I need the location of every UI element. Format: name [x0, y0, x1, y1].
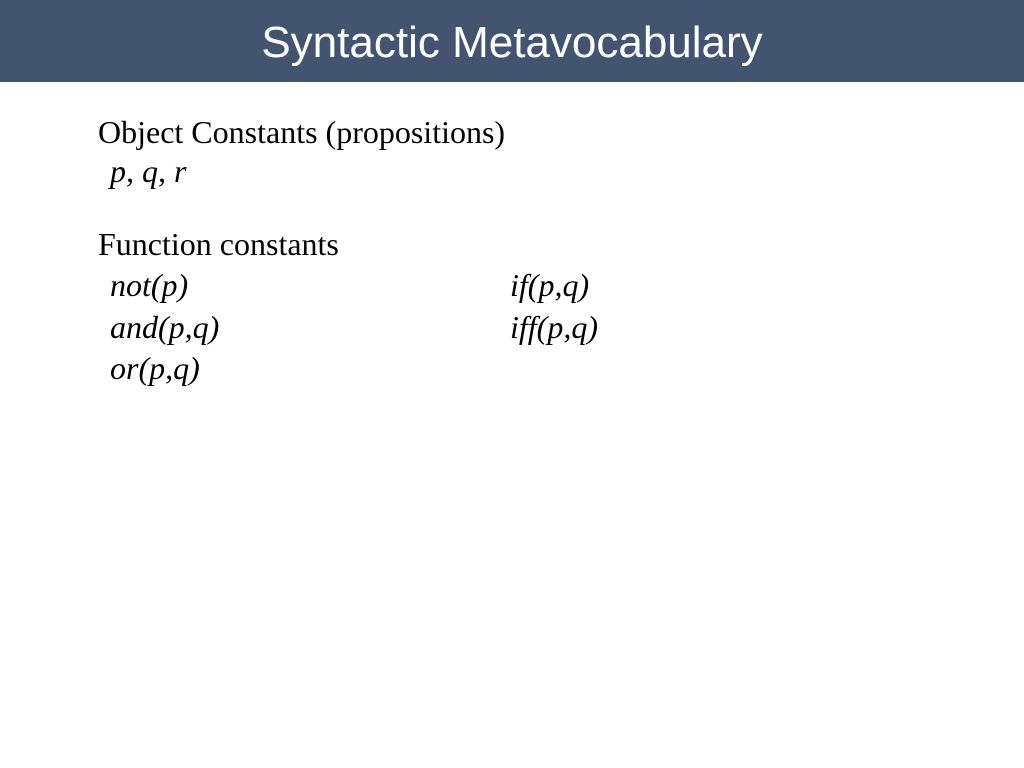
section1-content: p, q, r	[110, 153, 1024, 190]
slide-title: Syntactic Metavocabulary	[0, 18, 1024, 68]
section2-columns: not(p) and(p,q) or(p,q) if(p,q) iff(p,q)	[98, 265, 1024, 390]
fn-or: or(p,q)	[110, 348, 510, 390]
slide-body: Object Constants (propositions) p, q, r …	[0, 82, 1024, 390]
fn-and: and(p,q)	[110, 307, 510, 349]
title-bar: Syntactic Metavocabulary	[0, 0, 1024, 82]
section2-left-column: not(p) and(p,q) or(p,q)	[110, 265, 510, 390]
fn-if: if(p,q)	[510, 265, 598, 307]
fn-iff: iff(p,q)	[510, 307, 598, 349]
section2-heading: Function constants	[98, 226, 1024, 263]
section2-right-column: if(p,q) iff(p,q)	[510, 265, 598, 390]
section1-heading: Object Constants (propositions)	[98, 114, 1024, 151]
slide: Syntactic Metavocabulary Object Constant…	[0, 0, 1024, 768]
fn-not: not(p)	[110, 265, 510, 307]
